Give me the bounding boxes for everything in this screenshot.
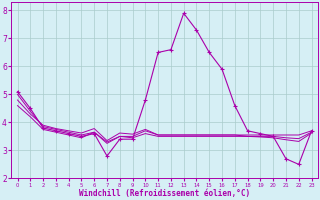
- X-axis label: Windchill (Refroidissement éolien,°C): Windchill (Refroidissement éolien,°C): [79, 189, 250, 198]
